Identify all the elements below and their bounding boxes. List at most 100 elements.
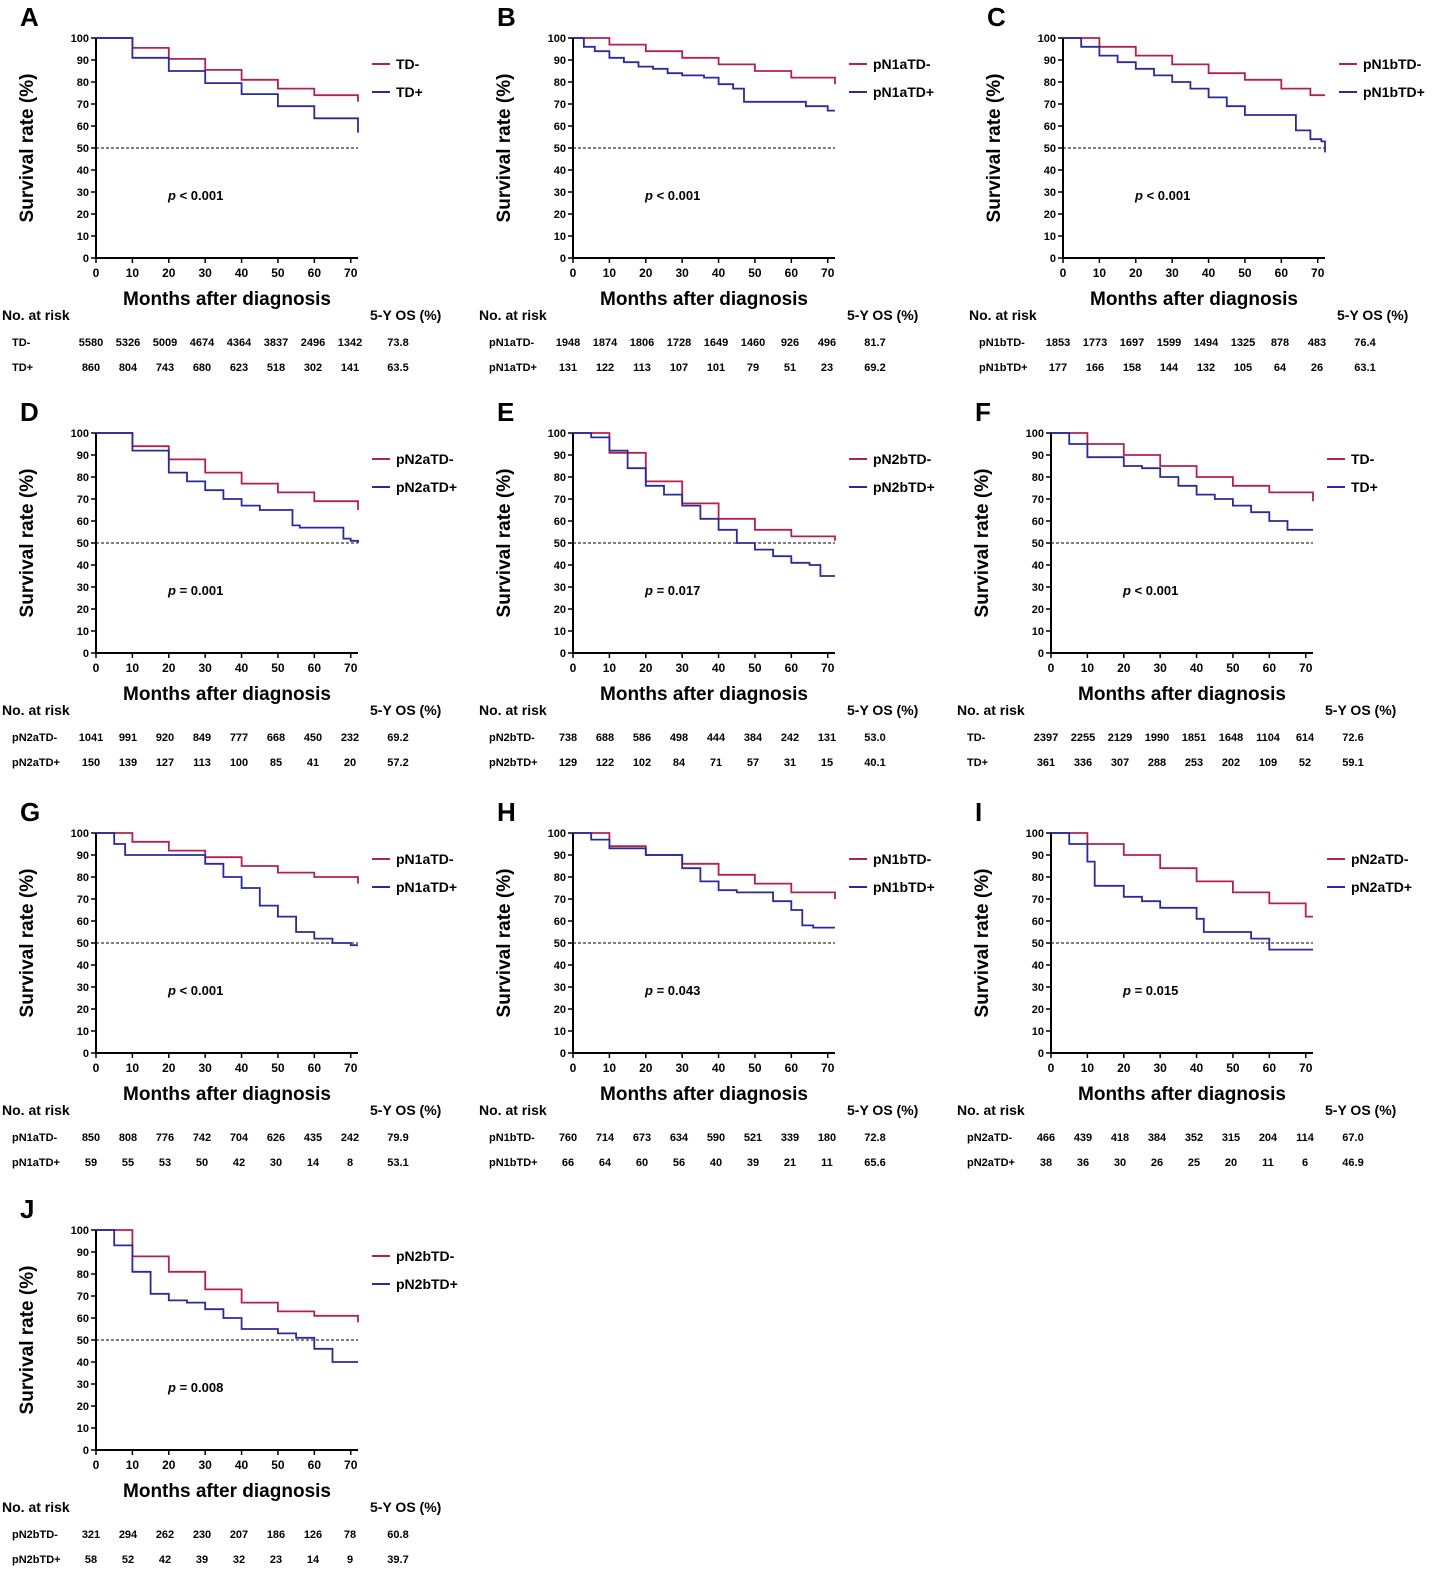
x-tick-label: 60 [785,661,799,675]
y-tick-label: 80 [77,872,89,884]
y-tick-label: 50 [554,143,566,155]
risk-value: 302 [304,362,322,374]
x-tick-label: 40 [235,661,249,675]
risk-value: 384 [744,732,763,744]
x-tick-label: 30 [675,661,689,675]
y-tick-label: 50 [554,938,566,950]
x-tick-label: 10 [1081,661,1095,675]
risk-value: 11 [1262,1157,1274,1169]
legend-label: pN2bTD+ [396,1276,458,1292]
risk-value: 20 [1225,1157,1237,1169]
risk-value: 166 [1086,362,1104,374]
x-tick-label: 0 [570,1061,577,1075]
risk-value: 361 [1037,757,1055,769]
os-column-title: 5-Y OS (%) [370,307,441,323]
risk-row-label: pN2aTD- [12,732,58,744]
x-tick-label: 60 [308,266,322,280]
risk-value: 64 [1274,362,1287,374]
x-tick-label: 20 [1117,661,1131,675]
x-tick-label: 40 [712,266,726,280]
risk-value: 23 [821,362,833,374]
y-tick-label: 0 [1038,1048,1044,1060]
x-tick-label: 30 [1153,1061,1167,1075]
p-value: p < 0.001 [167,188,223,203]
risk-value: 71 [710,757,722,769]
risk-value: 107 [670,362,688,374]
risk-row-label: pN2aTD- [967,1132,1013,1144]
risk-value: 1460 [741,337,765,349]
risk-row-label: pN1bTD- [979,337,1025,349]
risk-value: 85 [270,757,282,769]
risk-value: 1494 [1194,337,1219,349]
curve-neg [1051,432,1314,502]
x-tick-label: 10 [126,266,140,280]
risk-value: 39 [747,1157,759,1169]
os-column-title: 5-Y OS (%) [370,1499,441,1515]
risk-value: 141 [341,362,359,374]
panel-d: D 0 10 20 30 40 50 60 70 80 90 100 0 10 20 30 40 50 60 70 Su… [2,397,457,769]
panel-b: B 0 10 20 30 40 50 60 70 80 90 100 0 10 20 30 40 50 60 70 Su… [479,2,934,374]
x-tick-label: 50 [271,661,285,675]
risk-value: 626 [267,1132,285,1144]
y-tick-label: 80 [1032,472,1044,484]
panel-letter: B [497,2,516,32]
risk-value: 634 [670,1132,689,1144]
x-tick-label: 40 [235,266,249,280]
y-tick-label: 10 [77,1026,89,1038]
risk-value: 1851 [1182,732,1206,744]
risk-value: 127 [156,757,174,769]
risk-value: 100 [230,757,248,769]
risk-value: 51 [784,362,796,374]
y-tick-label: 30 [554,582,566,594]
risk-value: 614 [1296,732,1315,744]
y-tick-label: 0 [560,253,566,265]
x-tick-label: 70 [1311,266,1325,280]
y-tick-label: 60 [1032,516,1044,528]
y-tick-label: 100 [71,1225,89,1237]
risk-value: 129 [559,757,577,769]
x-tick-label: 70 [821,1061,835,1075]
risk-value: 253 [1185,757,1203,769]
risk-value: 673 [633,1132,651,1144]
os-value: 72.8 [864,1132,885,1144]
x-tick-label: 30 [198,266,212,280]
risk-table-title: No. at risk [2,1499,70,1515]
x-tick-label: 0 [93,661,100,675]
y-tick-label: 40 [77,560,89,572]
risk-row-label: TD- [12,337,31,349]
os-value: 73.8 [387,337,408,349]
risk-value: 78 [344,1529,356,1541]
y-tick-label: 70 [554,894,566,906]
y-tick-label: 20 [554,209,566,221]
x-tick-label: 70 [344,1061,358,1075]
legend-label: pN1bTD+ [1363,84,1425,100]
y-tick-label: 0 [83,253,89,265]
y-tick-label: 0 [560,1048,566,1060]
y-tick-label: 70 [554,99,566,111]
risk-value: 1697 [1120,337,1144,349]
y-tick-label: 0 [1050,253,1056,265]
risk-value: 1325 [1231,337,1255,349]
risk-value: 158 [1123,362,1141,374]
x-axis-title: Months after diagnosis [1078,684,1286,705]
risk-value: 1773 [1083,337,1107,349]
risk-row-label: pN2bTD- [12,1529,58,1541]
y-axis-title: Survival rate (%) [494,74,515,223]
risk-value: 39 [196,1554,208,1566]
x-tick-label: 40 [1202,266,1216,280]
risk-value: 64 [599,1157,612,1169]
y-tick-label: 90 [77,55,89,67]
x-tick-label: 60 [308,661,322,675]
risk-table-title: No. at risk [957,1102,1025,1118]
risk-value: 2496 [301,337,325,349]
y-tick-label: 60 [554,121,566,133]
risk-value: 742 [193,1132,211,1144]
panel-letter: A [20,2,39,32]
x-tick-label: 30 [675,1061,689,1075]
x-tick-label: 20 [639,1061,653,1075]
y-tick-label: 80 [77,472,89,484]
y-tick-label: 0 [83,1048,89,1060]
y-tick-label: 30 [77,982,89,994]
curve-pos [573,832,835,929]
p-value: p = 0.017 [644,583,700,598]
